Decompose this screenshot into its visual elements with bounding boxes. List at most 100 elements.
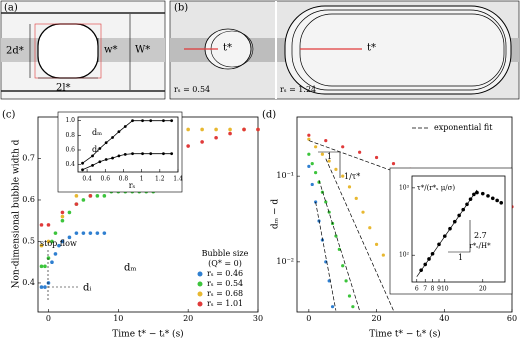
panel-label: (a) [4,3,18,14]
inset-box [57,111,183,193]
point [81,161,84,165]
bubble [37,23,99,79]
point [131,119,134,123]
point [46,239,51,244]
x-tick-label: 20 [183,314,193,323]
point [242,127,246,132]
fit-line [325,158,394,311]
point [39,223,44,227]
y-tick-label: 1.0 [65,117,75,124]
point [314,200,318,204]
point [111,156,114,160]
point [228,131,232,136]
point [307,133,311,137]
x-tick-label: 0 [46,314,51,323]
point [381,253,385,257]
point [95,194,100,198]
legend-label: rₛ = 0.46 [207,269,243,278]
point [91,154,94,158]
slope-label: 1 [458,253,463,262]
point [117,154,121,158]
point [334,234,338,238]
point [324,200,328,204]
point [123,125,127,128]
series-label: dᵢ [92,145,99,154]
point [228,127,232,132]
label: W* [135,45,150,56]
point [74,231,79,235]
point [186,127,190,132]
point [39,264,44,269]
point [60,239,65,244]
y-tick-label: 0.6 [65,147,75,154]
point [111,136,114,139]
legend-subtitle: (Q* = 0) [208,259,242,268]
point [91,164,94,167]
point [341,174,345,178]
x-tick-label: 20 [479,286,487,293]
x-tick-label: 40 [439,314,449,323]
legend-label: rₛ = 1.01 [207,299,243,308]
inset-box [389,167,513,295]
plot-frame [411,175,506,283]
x-axis-label: r*ₛ/H* [469,242,491,250]
point [307,164,311,168]
legend-marker [197,281,203,287]
label: t* [367,43,376,54]
legend-marker [197,271,203,277]
point [330,305,335,309]
point [81,198,86,202]
point [81,168,84,172]
plot-frame [77,116,179,173]
point [74,202,79,206]
point [391,162,396,166]
point [480,191,485,196]
y-tick-label: 0.6 [22,195,35,204]
y-tick-label: 10² [399,252,410,259]
point [98,147,102,150]
point [141,152,144,156]
x-tick-label: 0 [306,314,311,323]
y-tick-label: 0.7 [22,153,35,162]
point [57,243,61,248]
point [374,242,379,246]
point [46,281,51,285]
x-tick-label: 7 [423,286,427,293]
point [214,135,218,140]
slope-triangle [318,151,341,178]
point [374,155,379,160]
point [162,152,165,156]
point [50,239,54,244]
point [104,158,108,161]
y-tick-label: 10⁻¹ [276,171,294,180]
annotation: dᵢ [83,283,91,294]
point [50,260,54,265]
point [60,218,65,223]
x-tick-label: 1.2 [155,176,165,183]
point [81,231,86,235]
point [327,159,331,163]
x-tick-label: 10 [441,286,449,293]
point [149,119,153,123]
x-axis-label: Time t* − tᵢ* (s) [112,329,183,340]
point [307,137,311,141]
point [351,305,355,309]
point [368,226,372,230]
point [39,285,44,289]
bubble [299,13,505,87]
x-tick-label: 0.6 [100,176,110,183]
x-tick-label: 8 [431,286,435,293]
point [102,194,107,198]
y-tick-label: 10³ [399,184,410,191]
point [361,210,365,214]
x-axis-label: rₛ [129,181,136,190]
point [141,119,144,123]
point [486,194,490,198]
fit-line [315,201,337,311]
panel-label: (d) [262,110,276,121]
panel-label: (b) [174,3,188,14]
point [310,182,314,187]
x-tick-label: 9 [437,286,441,293]
slope-label: 1/τ* [344,172,360,181]
y-axis-label: τ*/(r*ₛ μ/σ) [417,184,456,192]
